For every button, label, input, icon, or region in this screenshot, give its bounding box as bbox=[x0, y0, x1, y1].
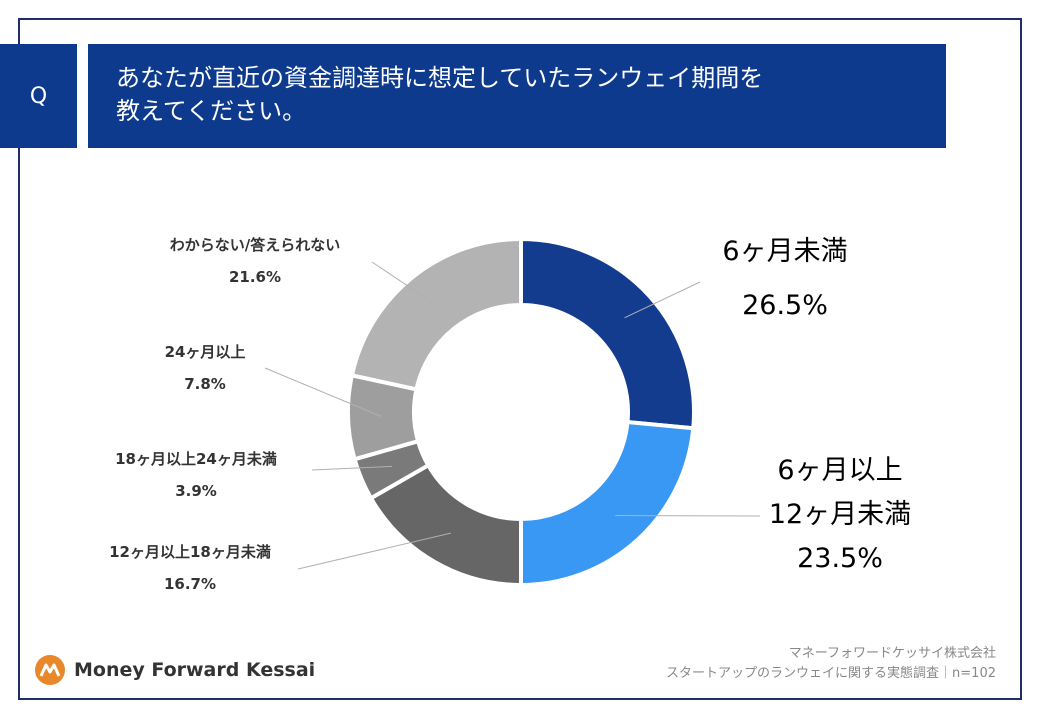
label-unknown: わからない/答えられない 21.6% bbox=[140, 233, 370, 289]
leader-line-0 bbox=[624, 281, 701, 319]
label-value: 7.8% bbox=[184, 375, 226, 393]
leader-line-3 bbox=[311, 465, 393, 471]
label-12-to-18-months: 12ヶ月以上18ヶ月未満 16.7% bbox=[90, 540, 290, 596]
label-name: 18ヶ月以上24ヶ月未満 bbox=[115, 450, 277, 468]
footer-company: マネーフォワードケッサイ株式会社 bbox=[788, 646, 996, 661]
label-name: わからない/答えられない bbox=[169, 236, 341, 254]
page-title: あなたが直近の資金調達時に想定していたランウェイ期間を 教えてください。 bbox=[88, 44, 946, 148]
label-6-to-12-months: 6ヶ月以上 12ヶ月未満 23.5% bbox=[740, 453, 940, 577]
label-under-6-months: 6ヶ月未満 26.5% bbox=[690, 234, 880, 324]
label-name: 12ヶ月以上18ヶ月未満 bbox=[109, 543, 271, 561]
chart-frame bbox=[18, 18, 1022, 700]
label-value: 23.5% bbox=[797, 543, 883, 574]
logo: Money Forward Kessai bbox=[34, 654, 315, 686]
footer: マネーフォワードケッサイ株式会社 スタートアップのランウェイに関する実態調査｜n… bbox=[666, 644, 996, 684]
donut-slice-5 bbox=[349, 236, 523, 392]
label-name-line1: 6ヶ月以上 bbox=[777, 455, 903, 486]
title-line-1: あなたが直近の資金調達時に想定していたランウェイ期間を bbox=[116, 64, 764, 92]
money-forward-logo-icon bbox=[35, 655, 65, 685]
question-label: Q bbox=[0, 44, 77, 148]
label-over-24-months: 24ヶ月以上 7.8% bbox=[130, 340, 280, 396]
label-value: 16.7% bbox=[163, 575, 217, 593]
donut-slice-0 bbox=[519, 236, 696, 431]
label-name-line2: 12ヶ月未満 bbox=[768, 499, 912, 530]
label-value: 3.9% bbox=[175, 482, 217, 500]
leader-line-5 bbox=[371, 261, 434, 304]
footer-survey: スタートアップのランウェイに関する実態調査｜n=102 bbox=[666, 666, 996, 681]
label-value: 21.6% bbox=[228, 268, 282, 286]
label-name: 24ヶ月以上 bbox=[164, 343, 246, 361]
label-value: 26.5% bbox=[742, 290, 828, 321]
title-line-2: 教えてください。 bbox=[116, 97, 307, 125]
label-name: 6ヶ月未満 bbox=[722, 236, 848, 267]
label-18-to-24-months: 18ヶ月以上24ヶ月未満 3.9% bbox=[96, 447, 296, 503]
logo-text: Money Forward Kessai bbox=[74, 659, 316, 681]
leader-line-2 bbox=[297, 532, 451, 570]
donut-slice-1 bbox=[519, 419, 696, 588]
leader-line-4 bbox=[264, 367, 382, 417]
